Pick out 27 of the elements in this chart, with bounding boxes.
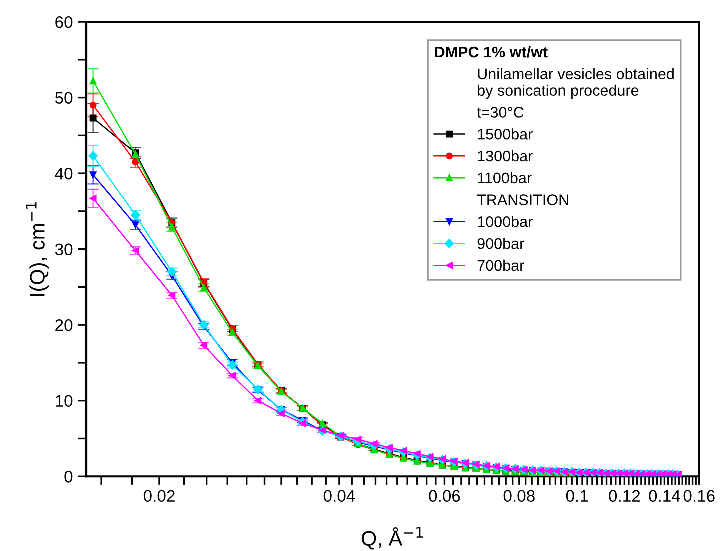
legend-label: 700bar [478, 260, 524, 272]
legend-label: 1000bar [478, 216, 533, 228]
x-tick-label: 0.16 [684, 490, 715, 502]
annotation: TRANSITION [477, 194, 568, 206]
x-tick-label: 0.14 [649, 490, 680, 502]
x-tick-label: 0.02 [144, 490, 175, 502]
legend-label: 1500bar [478, 128, 533, 140]
x-tick-label: 0.06 [429, 490, 460, 502]
y-tick-label: 60 [56, 16, 73, 28]
annotation: t=30°C [477, 107, 524, 118]
legend-label: 1100bar [478, 172, 532, 184]
x-tick-label: 0.08 [504, 490, 535, 502]
x-tick-label: 0.1 [566, 490, 588, 502]
y-tick-label: 0 [64, 471, 73, 483]
y-tick-label: 10 [56, 395, 73, 408]
y-tick-label: 20 [56, 319, 73, 332]
legend-title: DMPC 1% wt/wt [435, 46, 548, 58]
x-axis-title: Q, Å$^{−1}$ [362, 527, 423, 550]
y-tick-label: 40 [55, 168, 73, 180]
y-tick-label: 50 [55, 92, 73, 104]
x-tick-label: 0.04 [324, 490, 356, 502]
y-axis-title: I(Q), cm$^{−1}$ [26, 202, 50, 296]
x-tick-label: 0.12 [609, 490, 640, 502]
legend-label: 900bar [478, 238, 524, 250]
y-tick-label: 30 [55, 244, 73, 256]
annotation: Unilamellar vesicles obtained by sonication procedure [478, 68, 674, 100]
legend-label: 1300bar [478, 150, 533, 162]
